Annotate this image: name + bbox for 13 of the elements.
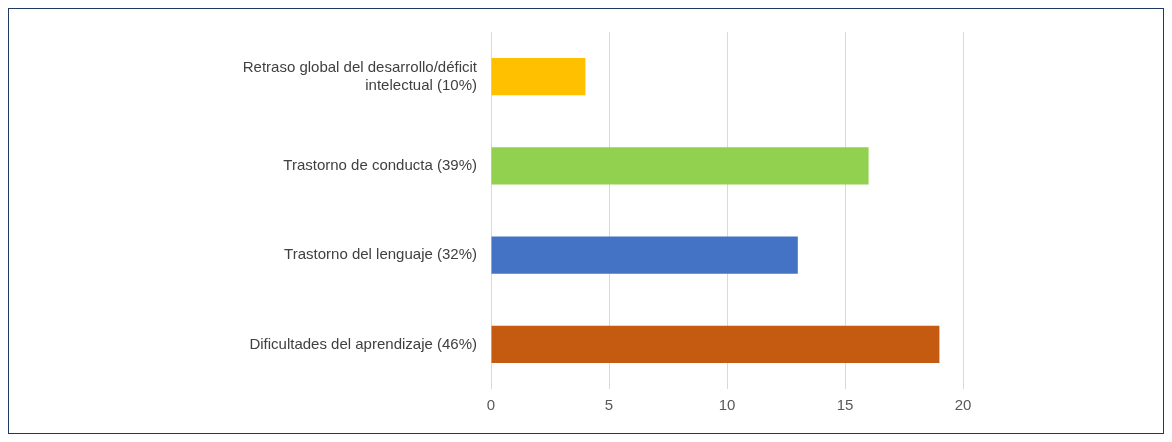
y-tick-label: Dificultades del aprendizaje (46%): [249, 334, 477, 352]
x-tick-label: 0: [486, 396, 496, 414]
y-tick-label: Trastorno del lenguaje (32%): [284, 245, 477, 263]
x-tick-label: 15: [836, 396, 854, 414]
bar: [491, 325, 940, 364]
y-tick-label: Trastorno de conducta (39%): [283, 156, 477, 174]
x-tick-label: 10: [718, 396, 736, 414]
bar: [491, 57, 586, 96]
bar: [491, 236, 798, 274]
x-tick-label: 5: [604, 396, 614, 414]
bar: [491, 147, 869, 185]
y-tick-label: Retraso global del desarrollo/déficit intelectual (10%): [242, 57, 478, 93]
x-tick-label: 20: [954, 396, 972, 414]
